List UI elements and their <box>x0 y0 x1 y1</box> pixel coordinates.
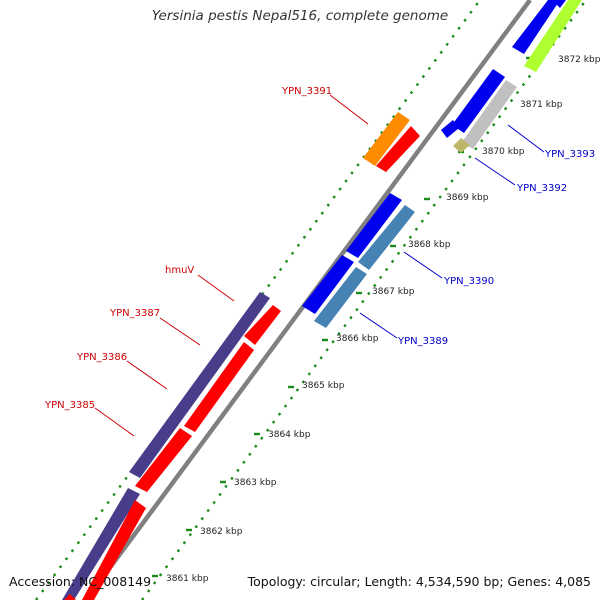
gene-ypn3391-red[interactable] <box>376 126 420 172</box>
genome-summary-text: Topology: circular; Length: 4,534,590 bp… <box>247 574 591 589</box>
dotted-guide-right-outer <box>141 0 587 600</box>
gene-label-ypn3393[interactable]: YPN_3393 <box>544 149 595 160</box>
gene-hmuv[interactable] <box>129 292 270 478</box>
gene-red-lower[interactable] <box>82 500 146 600</box>
tick-label: 3862 kbp <box>200 527 243 537</box>
map-title: Yersinia pestis Nepal516, complete genom… <box>151 8 449 24</box>
gene-steel-lower[interactable] <box>314 267 367 328</box>
tick-label: 3863 kbp <box>234 478 277 488</box>
tick-label: 3872 kbp <box>558 55 600 65</box>
gene-blue-top[interactable] <box>512 0 560 54</box>
leader-line <box>474 157 516 186</box>
gene-label-ypn3391[interactable]: YPN_3391 <box>281 86 332 97</box>
gene-ypn3390[interactable] <box>346 193 402 258</box>
leader-line <box>94 407 135 437</box>
leader-line <box>126 360 168 390</box>
gene-ypn3386[interactable] <box>184 342 254 432</box>
gene-label-ypn3387[interactable]: YPN_3387 <box>109 308 160 319</box>
gene-label-hmuv[interactable]: hmuV <box>165 265 194 276</box>
gene-label-ypn3386[interactable]: YPN_3386 <box>76 352 127 363</box>
tick-label: 3868 kbp <box>408 240 451 250</box>
gene-label-ypn3392[interactable]: YPN_3392 <box>516 183 567 194</box>
gene-ypn3387[interactable] <box>244 305 281 345</box>
gene-ypn3392[interactable] <box>453 138 470 153</box>
tick-label: 3870 kbp <box>482 147 525 157</box>
leader-line <box>359 312 398 339</box>
gene-ypn3389[interactable] <box>302 255 354 314</box>
gene-blue-top-edge[interactable] <box>552 0 566 8</box>
gene-label-ypn3385[interactable]: YPN_3385 <box>44 400 95 411</box>
tick-label: 3871 kbp <box>520 100 563 110</box>
accession-text: Accession: NC_008149 <box>9 574 152 589</box>
gene-blue-small[interactable] <box>441 120 459 138</box>
leader-line <box>507 124 545 153</box>
leader-line <box>329 94 369 125</box>
tick-label: 3865 kbp <box>302 381 345 391</box>
tick-label: 3864 kbp <box>268 430 311 440</box>
gene-steel-upper[interactable] <box>358 205 415 270</box>
gene-ypn3393[interactable] <box>452 69 505 133</box>
gene-ypn3385[interactable] <box>135 428 192 492</box>
gene-label-ypn3389[interactable]: YPN_3389 <box>397 336 448 347</box>
leader-line <box>403 251 443 279</box>
tick-label: 3866 kbp <box>336 334 379 344</box>
leader-line <box>197 274 235 302</box>
tick-label: 3867 kbp <box>372 287 415 297</box>
dotted-guide-left-outer <box>35 0 481 600</box>
gene-label-ypn3390[interactable]: YPN_3390 <box>443 276 494 287</box>
gene-lime[interactable] <box>524 0 582 72</box>
tick-label: 3861 kbp <box>166 574 209 584</box>
tick-label: 3869 kbp <box>446 193 489 203</box>
gene-ypn3391-orange[interactable] <box>363 112 410 166</box>
gene-navy-lower[interactable] <box>62 488 140 600</box>
gene-silver[interactable] <box>462 80 517 149</box>
leader-line <box>159 317 201 346</box>
gene-red-edge[interactable] <box>64 594 76 600</box>
